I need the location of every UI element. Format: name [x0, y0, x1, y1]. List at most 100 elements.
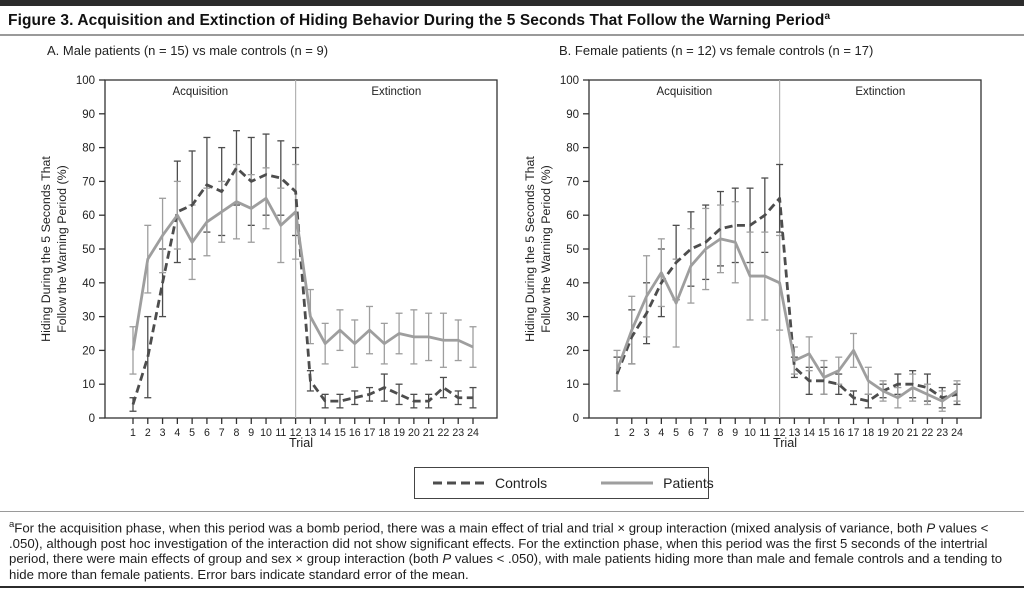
figure-title-text: Figure 3. Acquisition and Extinction of …	[8, 12, 825, 30]
figure-title-superscript: a	[824, 11, 831, 22]
x-tick-label: 7	[219, 427, 225, 439]
x-axis-label: Trial	[773, 436, 797, 450]
controls-line	[615, 197, 958, 403]
x-tick-label: 1	[614, 427, 620, 439]
footnote-segment: values < .050), with male patients hidin…	[9, 551, 1003, 582]
y-tick-label: 20	[82, 346, 95, 358]
y-tick-label: 20	[566, 346, 579, 358]
footnote-segment: P	[442, 551, 452, 567]
x-tick-label: 22	[438, 427, 450, 439]
x-tick-label: 21	[907, 427, 919, 439]
y-axis-label: Hiding During the 5 Seconds That	[39, 156, 53, 342]
y-tick-label: 40	[82, 278, 95, 290]
x-tick-label: 2	[145, 427, 151, 439]
x-tick-label: 16	[349, 427, 361, 439]
y-tick-label: 50	[82, 244, 95, 256]
x-tick-label: 23	[936, 427, 948, 439]
x-tick-label: 17	[848, 427, 860, 439]
y-axis-label: Follow the Warning Period (%)	[539, 165, 553, 333]
x-tick-label: 1	[130, 427, 136, 439]
x-tick-label: 14	[319, 427, 331, 439]
x-tick-label: 6	[688, 427, 694, 439]
x-tick-label: 17	[364, 427, 376, 439]
x-tick-label: 13	[304, 427, 316, 439]
x-tick-label: 19	[393, 427, 405, 439]
acquisition-label: Acquisition	[172, 86, 228, 98]
x-tick-label: 9	[732, 427, 738, 439]
y-axis-label: Follow the Warning Period (%)	[55, 165, 69, 333]
legend-controls-label: Controls	[495, 475, 548, 492]
x-tick-label: 21	[423, 427, 435, 439]
patients-line	[131, 197, 474, 351]
y-tick-label: 0	[89, 413, 95, 425]
x-tick-label: 18	[378, 427, 390, 439]
y-tick-label: 80	[566, 143, 579, 155]
y-tick-label: 10	[566, 379, 579, 391]
y-tick-label: 60	[566, 210, 579, 222]
patients-line	[615, 237, 958, 403]
legend-patients-label: Patients	[663, 475, 714, 492]
y-tick-label: 40	[566, 278, 579, 290]
bottom-rule	[0, 586, 1024, 589]
x-tick-label: 6	[204, 427, 210, 439]
x-tick-label: 2	[629, 427, 635, 439]
x-tick-label: 3	[644, 427, 650, 439]
footnote-segment: P	[926, 520, 936, 536]
panel-b-title: B. Female patients (n = 12) vs female co…	[559, 43, 874, 59]
patients-error-bars	[613, 201, 961, 413]
x-tick-label: 8	[718, 427, 724, 439]
footnote-segment: values < .050), although post hoc invest…	[9, 520, 989, 567]
footnote-marker: a	[9, 519, 15, 531]
y-tick-label: 50	[566, 244, 579, 256]
footnote-divider-rule	[0, 511, 1024, 513]
y-tick-label: 30	[566, 312, 579, 324]
x-tick-label: 20	[408, 427, 420, 439]
panel-b: B. Female patients (n = 12) vs female co…	[512, 36, 1024, 462]
legend-item-patients: Patients	[599, 475, 714, 491]
x-tick-label: 13	[788, 427, 800, 439]
y-tick-label: 80	[82, 143, 95, 155]
x-tick-label: 9	[248, 427, 254, 439]
footnote: aFor the acquisition phase, when this pe…	[0, 512, 1024, 586]
y-tick-label: 90	[82, 109, 95, 121]
y-tick-label: 60	[82, 210, 95, 222]
x-tick-label: 10	[744, 427, 756, 439]
chart-panels: A. Male patients (n = 15) vs male contro…	[0, 36, 1024, 462]
extinction-label: Extinction	[371, 86, 421, 98]
legend-item-controls: Controls	[431, 475, 547, 491]
y-tick-label: 0	[573, 413, 579, 425]
x-tick-label: 19	[877, 427, 889, 439]
x-tick-label: 15	[334, 427, 346, 439]
y-tick-label: 100	[560, 75, 579, 87]
panel-a-title: A. Male patients (n = 15) vs male contro…	[47, 43, 329, 59]
y-tick-label: 100	[76, 75, 95, 87]
y-tick-label: 90	[566, 109, 579, 121]
controls-line	[131, 166, 473, 406]
extinction-label: Extinction	[855, 86, 905, 98]
top-rule	[0, 0, 1024, 6]
x-tick-label: 10	[260, 427, 272, 439]
x-axis-label: Trial	[289, 436, 313, 450]
figure-title: Figure 3. Acquisition and Extinction of …	[0, 6, 1024, 34]
y-tick-label: 70	[82, 177, 95, 189]
patients-solid-line-sample	[601, 481, 654, 485]
x-tick-label: 20	[892, 427, 904, 439]
x-tick-label: 8	[234, 427, 240, 439]
x-tick-label: 16	[833, 427, 845, 439]
y-tick-label: 10	[82, 379, 95, 391]
x-tick-label: 12	[290, 427, 302, 439]
x-tick-label: 5	[673, 427, 679, 439]
controls-dashed-line-sample	[433, 481, 485, 485]
x-tick-label: 3	[160, 427, 166, 439]
x-tick-label: 15	[818, 427, 830, 439]
y-axis-label: Hiding During the 5 Seconds That	[523, 156, 537, 342]
panel-a: A. Male patients (n = 15) vs male contro…	[0, 36, 512, 462]
legend: Controls Patients	[414, 467, 714, 500]
x-tick-label: 11	[275, 427, 286, 439]
y-tick-label: 30	[82, 312, 95, 324]
x-tick-label: 14	[803, 427, 815, 439]
y-tick-label: 70	[566, 177, 579, 189]
x-tick-label: 24	[951, 427, 963, 439]
